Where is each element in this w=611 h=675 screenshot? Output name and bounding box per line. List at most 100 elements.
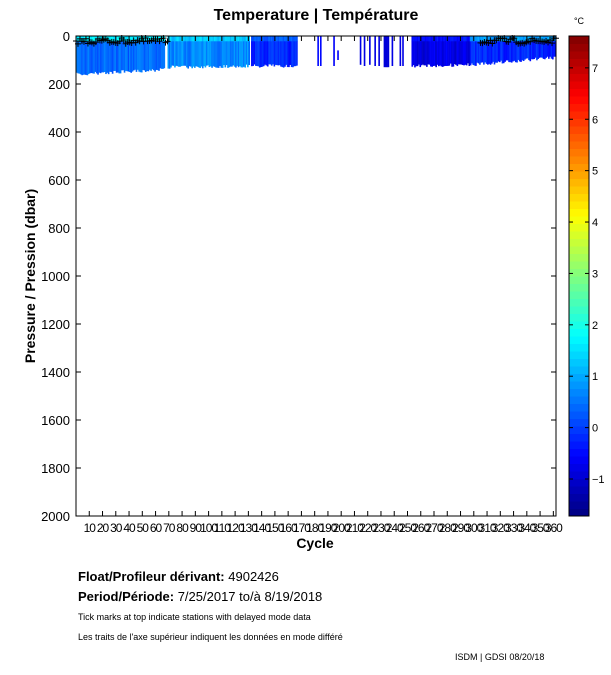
colorbar-tick-label: 3 (592, 268, 598, 280)
colorbar-swatch (569, 313, 589, 322)
profile-surface-cell (508, 36, 510, 42)
profile-column (536, 40, 538, 61)
profile-column (121, 40, 123, 71)
profile-surface-cell (536, 36, 538, 42)
profile-surface-cell (268, 36, 270, 42)
x-tick-label: 230 (372, 521, 390, 535)
profile-surface-cell (232, 36, 235, 42)
profile-surface-cell (211, 36, 213, 42)
delayed-mode-tick (116, 38, 123, 45)
profile-column (548, 40, 550, 59)
colorbar-swatch (569, 96, 589, 104)
profile-column (465, 40, 468, 66)
profile-column (123, 40, 126, 73)
profile-column (532, 40, 534, 60)
x-tick-label: 60 (150, 521, 163, 535)
profile-column (224, 40, 227, 68)
colorbar-tick-label: 4 (592, 217, 598, 229)
profile-surface-cell (286, 36, 289, 42)
profile-surface-cell (261, 36, 264, 42)
profile-column (233, 40, 236, 67)
profile-column (441, 40, 444, 67)
profile-column (133, 40, 135, 71)
colorbar-swatch (569, 448, 589, 457)
profile-column (444, 40, 447, 66)
profile-column (130, 40, 132, 73)
profile-column (423, 40, 426, 66)
colorbar-swatch (569, 66, 589, 74)
profile-column (501, 40, 504, 64)
profile-column (277, 40, 280, 66)
profile-column (215, 40, 217, 68)
profile-column (154, 40, 156, 72)
profile-surface-cell (465, 36, 468, 42)
profile-surface-cell (522, 36, 525, 42)
x-tick-label: 40 (123, 521, 136, 535)
profile-surface-cell (175, 36, 178, 42)
profile-surface-cell (89, 36, 91, 42)
profile-column (459, 40, 461, 65)
profile-column (207, 40, 209, 66)
profile-surface-cell (200, 36, 203, 42)
profile-surface-cell (109, 36, 111, 42)
profile-column (211, 40, 213, 68)
profile-column (461, 40, 464, 65)
profile-surface-cell (174, 36, 176, 42)
profile-surface-cell (229, 36, 232, 42)
profile-column (232, 40, 235, 66)
profile-column (163, 40, 166, 69)
profile-surface-cell (127, 36, 130, 42)
colorbar-swatch (569, 328, 589, 337)
profile-surface-cell (270, 36, 273, 42)
profile-surface-cell (260, 36, 262, 42)
profile-surface-cell (422, 36, 424, 42)
profile-column (101, 40, 103, 73)
profile-column (463, 40, 465, 66)
profile-column (87, 40, 90, 75)
x-tick-label: 340 (518, 521, 536, 535)
profile-surface-cell (264, 36, 266, 42)
profile-column (86, 40, 89, 76)
y-tick-label: 1800 (41, 461, 70, 476)
profile-surface-cell (143, 36, 146, 42)
profile-surface-cell (224, 36, 227, 42)
profile-surface-cell (216, 36, 219, 42)
profile-column (76, 40, 78, 73)
profile-column (545, 40, 548, 58)
sparse-profile-column (317, 36, 319, 66)
sparse-profile-column (402, 36, 404, 66)
profile-column (105, 40, 107, 75)
profile-surface-cell (93, 36, 95, 42)
profile-surface-cell (447, 36, 449, 42)
profile-surface-cell (419, 36, 422, 42)
note-french: Les traits de l'axe supérieur indiquent … (78, 632, 343, 642)
profile-column (525, 40, 528, 59)
profile-column (428, 40, 431, 65)
profile-column (258, 40, 261, 68)
profile-column (432, 40, 435, 66)
profile-column (419, 40, 422, 68)
profile-surface-cell (146, 36, 148, 42)
profile-column (125, 40, 127, 71)
x-tick-label: 130 (240, 521, 258, 535)
colorbar-unit: °C (574, 16, 585, 26)
sparse-profile-column (337, 50, 339, 60)
profile-surface-cell (170, 36, 172, 42)
profile-column (509, 40, 512, 63)
period-label: Period/Période: (78, 589, 175, 604)
profile-surface-cell (129, 36, 131, 42)
profile-surface-cell (473, 36, 476, 42)
delayed-mode-tick (164, 38, 171, 45)
x-tick-label: 50 (137, 521, 150, 535)
sparse-profile-column (384, 36, 387, 68)
profile-column (284, 40, 286, 67)
profile-column (452, 40, 455, 67)
colorbar-swatch (569, 111, 589, 119)
profile-surface-cell (111, 36, 114, 42)
sparse-profile-column (387, 36, 390, 68)
x-tick-label: 260 (412, 521, 430, 535)
sparse-profile-column (383, 36, 386, 68)
colorbar-tick-label: 0 (592, 423, 598, 435)
profile-surface-cell (231, 36, 233, 42)
profile-surface-cell (485, 36, 488, 42)
